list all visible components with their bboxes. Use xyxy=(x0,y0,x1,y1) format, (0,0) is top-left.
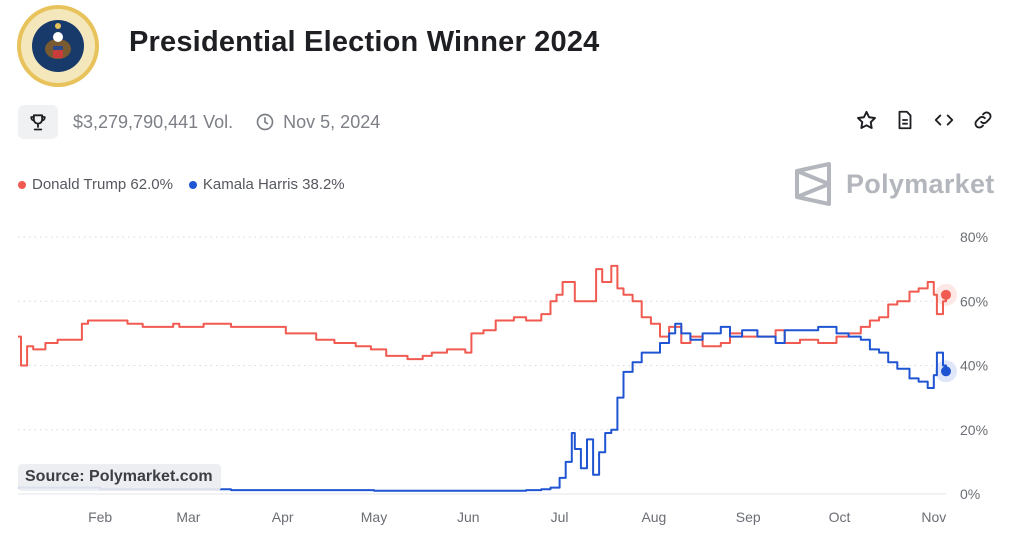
x-tick-label: Oct xyxy=(829,509,851,525)
y-tick-label: 40% xyxy=(960,358,988,374)
action-bar xyxy=(854,108,995,132)
page-title: Presidential Election Winner 2024 xyxy=(129,26,600,58)
star-icon[interactable] xyxy=(854,108,878,132)
embed-code-icon[interactable] xyxy=(932,108,956,132)
series-line-harris xyxy=(18,322,947,492)
market-meta: $3,279,790,441 Vol. Nov 5, 2024 xyxy=(18,104,380,140)
source-label: Source: Polymarket.com xyxy=(18,464,221,491)
x-tick-label: Sep xyxy=(736,509,761,525)
clock-icon xyxy=(256,113,274,131)
legend-label-trump: Donald Trump 62.0% xyxy=(32,176,173,193)
polymarket-logo-icon xyxy=(795,162,831,206)
presidential-seal-logo xyxy=(17,5,99,87)
series-line-trump xyxy=(18,264,947,367)
x-tick-label: Jun xyxy=(457,509,480,525)
x-tick-label: Mar xyxy=(176,509,200,525)
end-date-text: Nov 5, 2024 xyxy=(283,111,381,132)
end-dot-trump xyxy=(941,289,951,300)
y-tick-label: 60% xyxy=(960,293,988,309)
volume-text: $3,279,790,441 Vol. xyxy=(73,111,234,132)
brand-name: Polymarket xyxy=(846,168,995,199)
document-icon[interactable] xyxy=(893,108,917,132)
trophy-badge xyxy=(18,105,58,139)
chart-legend: Donald Trump 62.0% Kamala Harris 38.2% xyxy=(18,176,361,193)
x-tick-label: Nov xyxy=(921,509,946,525)
legend-item-trump: Donald Trump 62.0% xyxy=(18,176,173,193)
y-tick-label: 80% xyxy=(960,229,988,245)
x-tick-label: Apr xyxy=(272,509,294,525)
x-tick-label: May xyxy=(361,509,387,525)
x-tick-label: Aug xyxy=(641,509,666,525)
x-tick-label: Jul xyxy=(551,509,569,525)
y-tick-label: 0% xyxy=(960,486,980,502)
x-tick-label: Feb xyxy=(88,509,112,525)
legend-label-harris: Kamala Harris 38.2% xyxy=(202,176,345,193)
y-tick-label: 20% xyxy=(960,422,988,438)
trophy-icon xyxy=(30,114,46,131)
end-dot-harris xyxy=(941,366,951,377)
polymarket-brand: Polymarket xyxy=(794,162,995,206)
link-icon[interactable] xyxy=(971,108,995,132)
legend-dot-harris xyxy=(188,180,197,189)
legend-item-harris: Kamala Harris 38.2% xyxy=(188,176,345,193)
legend-dot-trump xyxy=(18,180,26,189)
